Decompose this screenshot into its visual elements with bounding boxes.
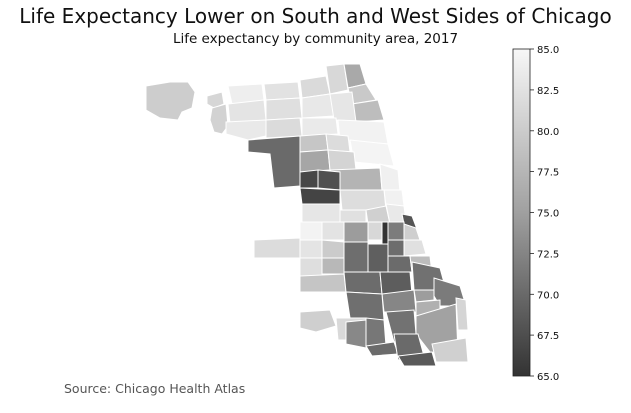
community-area-gage-park <box>321 239 345 259</box>
community-area-albany-park <box>301 93 335 119</box>
community-area-west-garfield <box>317 169 341 191</box>
community-area-chatham <box>381 289 417 313</box>
community-area-avalon-park <box>413 289 435 303</box>
colorbar-tick-label: 72.5 <box>537 250 559 261</box>
community-area-forest-glen <box>263 81 301 101</box>
community-area-washington-park <box>387 239 405 257</box>
community-area-avondale <box>325 133 351 153</box>
community-area-englewood <box>367 243 389 273</box>
community-area-irving-park <box>301 117 339 137</box>
community-area-portage-park <box>265 97 303 121</box>
community-area-grand-boulevard <box>387 221 405 241</box>
community-area-clearing <box>299 221 323 241</box>
community-area-uptown <box>351 99 385 123</box>
community-area-norwood-park <box>209 103 229 135</box>
community-area-garfield-ridge <box>253 237 301 259</box>
colorbar-tick-label: 67.5 <box>537 331 559 342</box>
colorbar-tick-label: 70.0 <box>537 291 559 302</box>
community-area-fuller-park <box>381 221 389 245</box>
colorbar-tick-label: 85.0 <box>537 45 559 56</box>
community-area-morgan-park <box>345 319 367 349</box>
map-title: Life Expectancy Lower on South and West … <box>19 4 612 28</box>
community-area-washington-heights <box>365 317 387 347</box>
community-area-kenwood <box>403 239 427 257</box>
source-note: Source: Chicago Health Atlas <box>64 381 246 396</box>
community-area-new-city <box>343 241 369 273</box>
colorbar <box>512 48 531 377</box>
community-area-riverdale <box>397 351 437 367</box>
community-area-austin <box>247 135 301 189</box>
community-area-lincoln-park <box>349 139 395 167</box>
colorbar-tick-labels: 85.0 82.5 80.0 77.5 75.0 72.5 70.0 67.5 … <box>537 45 559 383</box>
community-area-east-side <box>455 297 469 331</box>
community-area-near-north <box>379 163 401 193</box>
community-area-mount-greenwood <box>299 309 337 333</box>
colorbar-tick-label: 65.0 <box>537 372 559 383</box>
community-area-lower-west <box>339 209 367 223</box>
colorbar-tick-label: 77.5 <box>537 168 559 179</box>
colorbar-tick-label: 75.0 <box>537 209 559 220</box>
community-area-south-lawndale <box>301 203 341 223</box>
colorbar-ticks <box>530 48 534 377</box>
community-area-archer-heights <box>321 221 345 241</box>
colorbar-tick-label: 82.5 <box>537 86 559 97</box>
community-area-oakland <box>403 223 421 241</box>
community-area-woodlawn <box>387 255 413 273</box>
community-area-chicago-lawn <box>321 257 345 275</box>
community-area-brighton-park <box>343 221 369 243</box>
community-area-north-lawndale <box>299 187 341 205</box>
community-area-hermosa <box>299 133 329 153</box>
colorbar-tick-label: 80.0 <box>537 127 559 138</box>
community-area-humboldt-park <box>299 149 331 173</box>
community-area-west-elsdon <box>299 239 323 259</box>
community-area-loop <box>383 189 405 207</box>
community-area-west-englewood <box>343 271 383 295</box>
community-area-belmont-cragin <box>265 117 303 139</box>
community-area-montclare <box>225 119 267 141</box>
community-area-ohare <box>145 81 196 121</box>
community-area-west-lawn <box>299 257 323 277</box>
community-area-auburn-gresham <box>345 291 385 321</box>
community-area-east-garfield <box>299 169 319 189</box>
map-subtitle: Life expectancy by community area, 2017 <box>172 31 459 47</box>
community-area-hegewisch <box>431 337 469 363</box>
community-areas <box>145 63 469 367</box>
community-area-mckinley-park <box>367 221 383 241</box>
community-area-ashburn <box>299 273 347 293</box>
community-area-logan-square <box>327 149 357 171</box>
